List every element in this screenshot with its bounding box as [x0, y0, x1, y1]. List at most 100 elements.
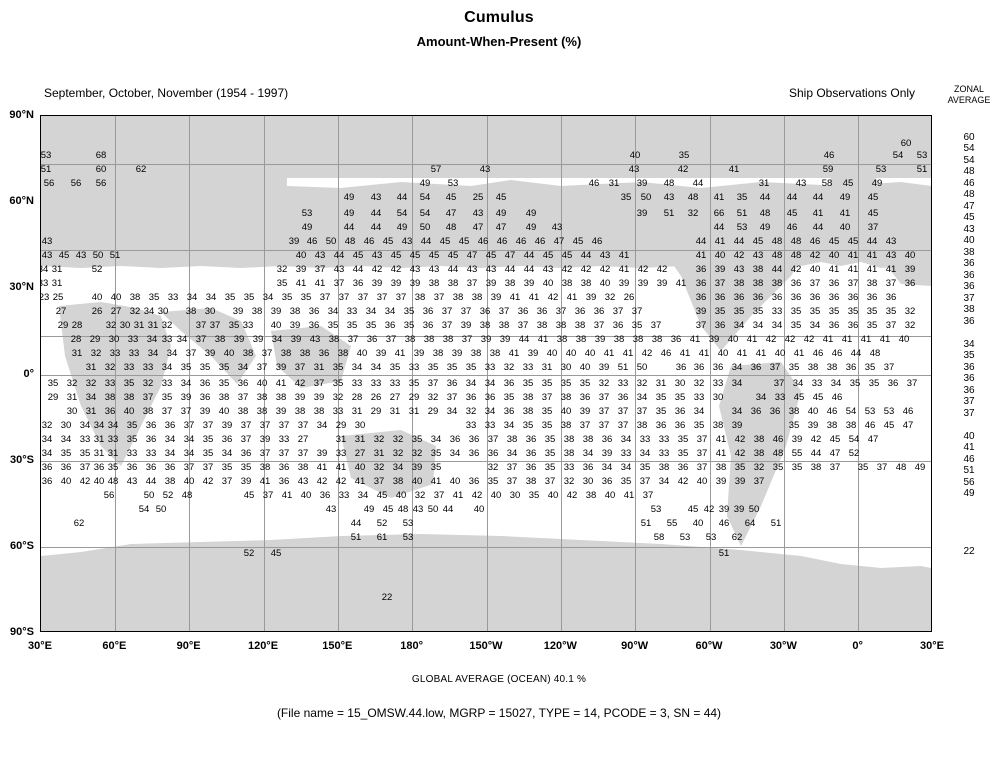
map-data-cell: 49 — [759, 222, 771, 233]
map-data-cell: 61 — [376, 532, 388, 543]
map-data-cell: 39 — [523, 278, 535, 289]
map-data-cell: 37 — [460, 306, 472, 317]
map-data-cell: 44 — [810, 448, 822, 459]
map-data-cell: 39 — [316, 448, 328, 459]
map-data-cell: 37 — [695, 320, 707, 331]
map-data-cell: 53 — [679, 532, 691, 543]
map-data-cell: 46 — [826, 406, 838, 417]
map-data-cell: 37 — [202, 420, 214, 431]
map-data-cell: 31 — [133, 320, 145, 331]
x-axis-tick-label: 30°E — [920, 640, 944, 652]
map-data-cell: 37 — [180, 406, 192, 417]
map-data-cell: 56 — [70, 178, 82, 189]
map-data-cell: 34 — [41, 448, 53, 459]
zonal-average-value: 38 — [963, 304, 975, 316]
map-data-cell: 35 — [126, 434, 138, 445]
map-data-cell: 37 — [696, 462, 708, 473]
map-data-cell: 32 — [411, 448, 423, 459]
map-data-cell: 38 — [563, 448, 575, 459]
map-data-cell: 41 — [828, 264, 840, 275]
map-data-cell: 41 — [755, 348, 767, 359]
map-data-cell: 45 — [842, 178, 854, 189]
map-data-cell: 35 — [809, 306, 821, 317]
map-data-cell: 23 — [41, 292, 50, 303]
zonal-average-value: 36 — [963, 361, 975, 373]
map-data-cell: 44 — [343, 222, 355, 233]
map-data-cell: 37 — [202, 462, 214, 473]
map-data-cell: 47 — [466, 250, 478, 261]
map-data-cell: 54 — [845, 406, 857, 417]
map-data-cell: 37 — [259, 420, 271, 431]
map-data-cell: 37 — [256, 362, 268, 373]
map-data-cell: 37 — [221, 476, 233, 487]
map-data-cell: 48 — [181, 490, 193, 501]
map-data-cell: 44 — [145, 476, 157, 487]
map-data-cell: 35 — [276, 278, 288, 289]
map-data-cell: 40 — [256, 378, 268, 389]
map-data-cell: 30 — [354, 420, 366, 431]
map-data-cell: 39 — [733, 504, 745, 515]
map-data-cell: 33 — [774, 392, 786, 403]
map-data-cell: 41 — [259, 476, 271, 487]
map-data-cell: 37 — [461, 334, 473, 345]
map-data-cell: 38 — [651, 334, 663, 345]
map-data-cell: 34 — [271, 334, 283, 345]
map-data-cell: 42 — [734, 448, 746, 459]
map-data-cell: 35 — [544, 434, 556, 445]
map-data-cell: 37 — [195, 320, 207, 331]
gridline-vertical — [858, 116, 859, 631]
map-data-cell: 32 — [904, 306, 916, 317]
map-data-cell: 37 — [240, 420, 252, 431]
map-data-cell: 44 — [695, 236, 707, 247]
map-data-cell: 40 — [490, 490, 502, 501]
map-data-cell: 25 — [472, 192, 484, 203]
map-data-cell: 35 — [503, 392, 515, 403]
map-data-cell: 41 — [885, 264, 897, 275]
map-data-cell: 45 — [687, 504, 699, 515]
map-data-cell: 44 — [333, 250, 345, 261]
map-data-cell: 34 — [639, 448, 651, 459]
map-data-cell: 36 — [712, 362, 724, 373]
map-data-cell: 36 — [164, 462, 176, 473]
map-data-cell: 40 — [717, 348, 729, 359]
map-data-cell: 35 — [847, 306, 859, 317]
map-data-cell: 36 — [771, 292, 783, 303]
map-data-cell: 37 — [433, 292, 445, 303]
x-axis-tick-label: 150°E — [322, 640, 353, 652]
map-data-cell: 36 — [503, 378, 515, 389]
map-data-cell: 31 — [71, 348, 83, 359]
map-data-cell: 45 — [390, 250, 402, 261]
map-data-cell: 37 — [297, 448, 309, 459]
map-data-cell: 29 — [47, 392, 59, 403]
map-data-cell: 43 — [466, 264, 478, 275]
map-data-cell: 41 — [839, 208, 851, 219]
map-data-cell: 36 — [479, 306, 491, 317]
map-data-cell: 34 — [484, 406, 496, 417]
zonal-average-value: 36 — [963, 384, 975, 396]
zonal-average-value: 45 — [963, 212, 975, 224]
map-data-cell: 44 — [370, 208, 382, 219]
map-data-cell: 38 — [574, 320, 586, 331]
map-data-cell: 27 — [55, 306, 67, 317]
map-data-cell: 37 — [79, 462, 91, 473]
map-data-cell: 35 — [403, 320, 415, 331]
map-data-cell: 37 — [338, 292, 350, 303]
map-data-cell: 36 — [319, 490, 331, 501]
map-data-cell: 47 — [867, 434, 879, 445]
map-data-cell: 42 — [316, 476, 328, 487]
map-data-cell: 37 — [441, 306, 453, 317]
map-data-cell: 33 — [242, 320, 254, 331]
map-data-cell: 66 — [713, 208, 725, 219]
y-axis-tick-label: 30°S — [10, 453, 34, 466]
map-data-cell: 35 — [240, 462, 252, 473]
map-data-cell: 37 — [441, 320, 453, 331]
map-data-cell: 38 — [447, 278, 459, 289]
map-data-cell: 31 — [85, 362, 97, 373]
map-data-cell: 38 — [522, 392, 534, 403]
map-data-cell: 32 — [598, 378, 610, 389]
map-data-cell: 51 — [736, 208, 748, 219]
gridline-vertical — [561, 116, 562, 631]
map-data-cell: 40 — [295, 250, 307, 261]
map-data-cell: 35 — [60, 448, 72, 459]
map-data-cell: 34 — [93, 420, 105, 431]
